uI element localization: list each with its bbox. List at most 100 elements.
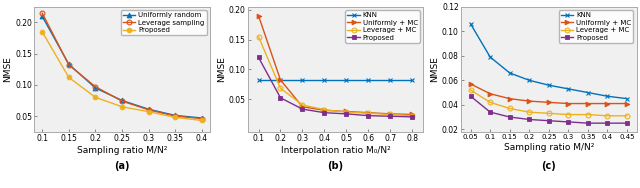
Leverage sampling xyxy=(118,100,126,102)
KNN xyxy=(506,72,513,74)
Proposed xyxy=(145,111,152,113)
KNN xyxy=(299,79,307,81)
Proposed xyxy=(584,122,591,124)
Text: (a): (a) xyxy=(115,161,130,171)
Line: KNN: KNN xyxy=(256,77,415,82)
Proposed xyxy=(506,116,513,118)
Uniformly random xyxy=(92,87,99,89)
KNN xyxy=(408,79,416,81)
Leverage + MC xyxy=(604,115,611,117)
Line: Uniformly + MC: Uniformly + MC xyxy=(468,82,629,106)
Uniformly + MC xyxy=(623,102,631,105)
Uniformly random xyxy=(118,99,126,102)
Line: Proposed: Proposed xyxy=(256,55,415,119)
X-axis label: Interpolation ratio M₀/N²: Interpolation ratio M₀/N² xyxy=(280,146,390,155)
Text: (b): (b) xyxy=(328,161,344,171)
Proposed xyxy=(623,122,631,124)
Leverage + MC xyxy=(276,87,284,89)
Leverage + MC xyxy=(564,113,572,116)
KNN xyxy=(387,79,394,81)
Legend: Uniformly random, Leverage sampling, Proposed: Uniformly random, Leverage sampling, Pro… xyxy=(121,10,207,35)
Uniformly random xyxy=(65,63,73,65)
KNN xyxy=(276,79,284,81)
Proposed xyxy=(38,31,46,33)
Proposed xyxy=(365,114,372,117)
Uniformly + MC xyxy=(506,98,513,100)
Uniformly + MC xyxy=(604,102,611,105)
Proposed xyxy=(486,111,494,113)
Y-axis label: NMSE: NMSE xyxy=(217,56,226,82)
KNN xyxy=(584,91,591,94)
Proposed xyxy=(342,113,350,115)
Line: Proposed: Proposed xyxy=(40,29,204,123)
Proposed xyxy=(65,76,73,79)
KNN xyxy=(604,95,611,97)
Line: Leverage sampling: Leverage sampling xyxy=(40,11,204,121)
Leverage + MC xyxy=(584,113,591,116)
Proposed xyxy=(604,122,611,124)
Uniformly random xyxy=(198,117,206,119)
Leverage sampling xyxy=(65,64,73,66)
KNN xyxy=(564,88,572,90)
Proposed xyxy=(198,119,206,122)
Legend: KNN, Uniformly + MC, Leverage + MC, Proposed: KNN, Uniformly + MC, Leverage + MC, Prop… xyxy=(559,10,633,43)
KNN xyxy=(545,84,552,86)
Uniformly random xyxy=(145,108,152,110)
Uniformly + MC xyxy=(564,102,572,105)
Leverage sampling xyxy=(92,86,99,88)
Uniformly + MC xyxy=(525,100,533,102)
Leverage sampling xyxy=(145,109,152,111)
Uniformly random xyxy=(38,15,46,17)
Leverage + MC xyxy=(321,109,328,111)
Leverage + MC xyxy=(525,111,533,113)
Leverage + MC xyxy=(387,113,394,116)
Uniformly random xyxy=(172,114,179,117)
Legend: KNN, Uniformly + MC, Leverage + MC, Proposed: KNN, Uniformly + MC, Leverage + MC, Prop… xyxy=(346,10,420,43)
Y-axis label: NMSE: NMSE xyxy=(3,56,12,82)
Line: KNN: KNN xyxy=(468,22,629,101)
Leverage sampling xyxy=(38,12,46,14)
Uniformly + MC xyxy=(276,79,284,81)
Proposed xyxy=(299,108,307,110)
X-axis label: Sampling ratio M/N²: Sampling ratio M/N² xyxy=(77,146,167,155)
KNN xyxy=(365,79,372,81)
KNN xyxy=(255,79,262,81)
Proposed xyxy=(321,111,328,114)
Uniformly + MC xyxy=(255,15,262,17)
Uniformly + MC xyxy=(365,111,372,114)
Uniformly + MC xyxy=(486,93,494,95)
Proposed xyxy=(255,56,262,58)
KNN xyxy=(467,23,474,25)
Proposed xyxy=(276,97,284,99)
Leverage + MC xyxy=(545,112,552,114)
Proposed xyxy=(525,118,533,121)
Leverage + MC xyxy=(506,107,513,110)
Leverage + MC xyxy=(467,89,474,91)
Line: Uniformly + MC: Uniformly + MC xyxy=(256,13,415,117)
Leverage + MC xyxy=(255,36,262,38)
Leverage + MC xyxy=(299,104,307,106)
Line: Leverage + MC: Leverage + MC xyxy=(468,88,629,118)
Leverage + MC xyxy=(486,101,494,103)
Leverage sampling xyxy=(198,118,206,120)
Line: Leverage + MC: Leverage + MC xyxy=(256,34,415,118)
Y-axis label: NMSE: NMSE xyxy=(430,56,439,82)
Uniformly + MC xyxy=(342,110,350,113)
Proposed xyxy=(172,116,179,118)
KNN xyxy=(486,56,494,58)
Proposed xyxy=(387,115,394,117)
Proposed xyxy=(408,116,416,118)
Leverage sampling xyxy=(172,115,179,117)
X-axis label: Sampling ratio M/N²: Sampling ratio M/N² xyxy=(504,143,594,152)
Proposed xyxy=(118,106,126,108)
Leverage + MC xyxy=(342,111,350,113)
Uniformly + MC xyxy=(467,83,474,85)
Line: Proposed: Proposed xyxy=(468,94,629,126)
Proposed xyxy=(467,95,474,97)
Uniformly + MC xyxy=(321,109,328,111)
Line: Uniformly random: Uniformly random xyxy=(40,14,204,120)
Uniformly + MC xyxy=(408,113,416,116)
KNN xyxy=(623,98,631,100)
Uniformly + MC xyxy=(545,101,552,103)
Uniformly + MC xyxy=(387,113,394,115)
